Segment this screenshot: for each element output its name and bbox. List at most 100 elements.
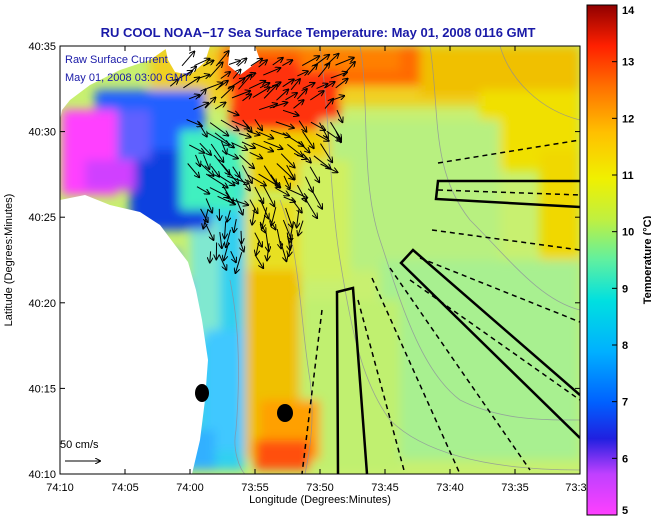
current-vector bbox=[210, 251, 211, 262]
current-vector bbox=[315, 133, 329, 141]
current-vector bbox=[259, 221, 265, 233]
current-vector bbox=[209, 62, 222, 78]
y-tick-label: 40:25 bbox=[28, 212, 56, 224]
current-vector bbox=[320, 163, 338, 172]
current-vector bbox=[263, 68, 280, 76]
colorbar-tick-label: 12 bbox=[622, 113, 634, 125]
current-vector bbox=[267, 243, 269, 260]
current-vector bbox=[217, 195, 235, 204]
y-axis-ticks: 40:10 40:15 40:20 40:25 40:30 40:35 bbox=[28, 41, 580, 481]
current-vector bbox=[247, 174, 266, 186]
current-vector bbox=[169, 80, 178, 87]
colorbar-label: Temperature (°C) bbox=[642, 215, 651, 304]
current-vector bbox=[220, 232, 222, 248]
current-vector bbox=[325, 82, 334, 89]
current-vector bbox=[252, 87, 270, 98]
current-vector bbox=[214, 103, 225, 110]
current-vector bbox=[298, 141, 310, 153]
current-vector bbox=[241, 141, 255, 148]
current-vector bbox=[199, 75, 210, 78]
y-tick-label: 40:10 bbox=[28, 469, 56, 481]
current-vector bbox=[287, 232, 290, 250]
current-vector bbox=[183, 77, 199, 89]
current-vector bbox=[297, 209, 299, 228]
chart-title: RU COOL NOAA−17 Sea Surface Temperature:… bbox=[101, 25, 536, 40]
current-vector bbox=[280, 153, 294, 168]
y-tick-label: 40:15 bbox=[28, 383, 56, 395]
current-vector bbox=[235, 198, 243, 215]
current-vector bbox=[286, 165, 295, 179]
current-vector bbox=[238, 74, 252, 90]
colorbar-ticks: 5 6 7 8 9 10 11 12 13 14 bbox=[612, 4, 635, 517]
current-vector bbox=[241, 230, 242, 243]
current-vector bbox=[342, 62, 355, 77]
colorbar-tick-label: 8 bbox=[622, 340, 628, 352]
y-tick-label: 40:30 bbox=[28, 127, 56, 139]
current-vector bbox=[293, 152, 307, 159]
current-vector bbox=[234, 219, 237, 232]
current-vector bbox=[289, 240, 292, 256]
current-vector bbox=[215, 81, 228, 91]
current-vector bbox=[275, 121, 294, 128]
current-vector bbox=[227, 175, 248, 184]
x-tick-label: 73:50 bbox=[306, 482, 334, 494]
current-vector bbox=[282, 132, 304, 146]
current-vector bbox=[196, 186, 209, 194]
current-vector bbox=[282, 79, 294, 88]
current-vector bbox=[220, 119, 239, 130]
current-vector bbox=[209, 122, 228, 136]
current-vector bbox=[249, 199, 258, 214]
current-vector bbox=[276, 90, 289, 101]
current-vector bbox=[318, 63, 329, 78]
current-vector bbox=[262, 185, 274, 206]
current-vector bbox=[198, 89, 206, 99]
current-vector bbox=[206, 132, 229, 146]
colorbar-tick-label: 10 bbox=[622, 227, 634, 239]
current-vector bbox=[298, 120, 306, 132]
current-vector bbox=[237, 174, 250, 190]
current-vector bbox=[287, 144, 302, 156]
current-vector bbox=[336, 109, 342, 122]
current-vector bbox=[263, 85, 277, 99]
current-vector bbox=[220, 141, 226, 154]
current-vector bbox=[259, 104, 277, 111]
current-vector bbox=[310, 91, 323, 101]
current-vector bbox=[262, 207, 268, 228]
current-vector bbox=[220, 72, 230, 79]
current-vector bbox=[297, 71, 307, 77]
current-vector bbox=[302, 153, 311, 163]
current-vector bbox=[230, 250, 236, 262]
current-vector bbox=[320, 143, 333, 163]
x-tick-label: 73:30 bbox=[565, 482, 593, 494]
current-vector bbox=[242, 94, 252, 102]
current-vector bbox=[282, 60, 292, 67]
current-vector bbox=[259, 199, 268, 218]
current-vector bbox=[335, 58, 354, 66]
current-vector bbox=[275, 187, 289, 195]
land-mask bbox=[60, 46, 170, 120]
current-vector bbox=[218, 254, 226, 270]
current-vector bbox=[210, 143, 223, 162]
current-vector bbox=[285, 207, 293, 227]
sampling-transects bbox=[301, 139, 580, 474]
station-marker-1 bbox=[195, 384, 209, 402]
x-tick-label: 73:55 bbox=[241, 482, 269, 494]
current-vector bbox=[252, 208, 255, 225]
current-vector bbox=[225, 221, 226, 238]
current-vector bbox=[240, 240, 244, 252]
current-vector bbox=[196, 120, 206, 137]
current-vector bbox=[324, 99, 333, 109]
colorbar-tick-label: 7 bbox=[622, 397, 628, 409]
current-vector bbox=[227, 110, 238, 116]
current-vector bbox=[307, 65, 317, 76]
colorbar-tick-label: 5 bbox=[622, 505, 628, 517]
sst-field bbox=[60, 46, 580, 474]
current-vector bbox=[254, 232, 262, 247]
x-tick-label: 73:35 bbox=[501, 482, 529, 494]
current-vector bbox=[319, 122, 328, 139]
current-vector bbox=[254, 119, 262, 130]
current-vector bbox=[216, 173, 235, 185]
x-tick-label: 74:10 bbox=[46, 482, 74, 494]
current-vector bbox=[239, 154, 254, 168]
